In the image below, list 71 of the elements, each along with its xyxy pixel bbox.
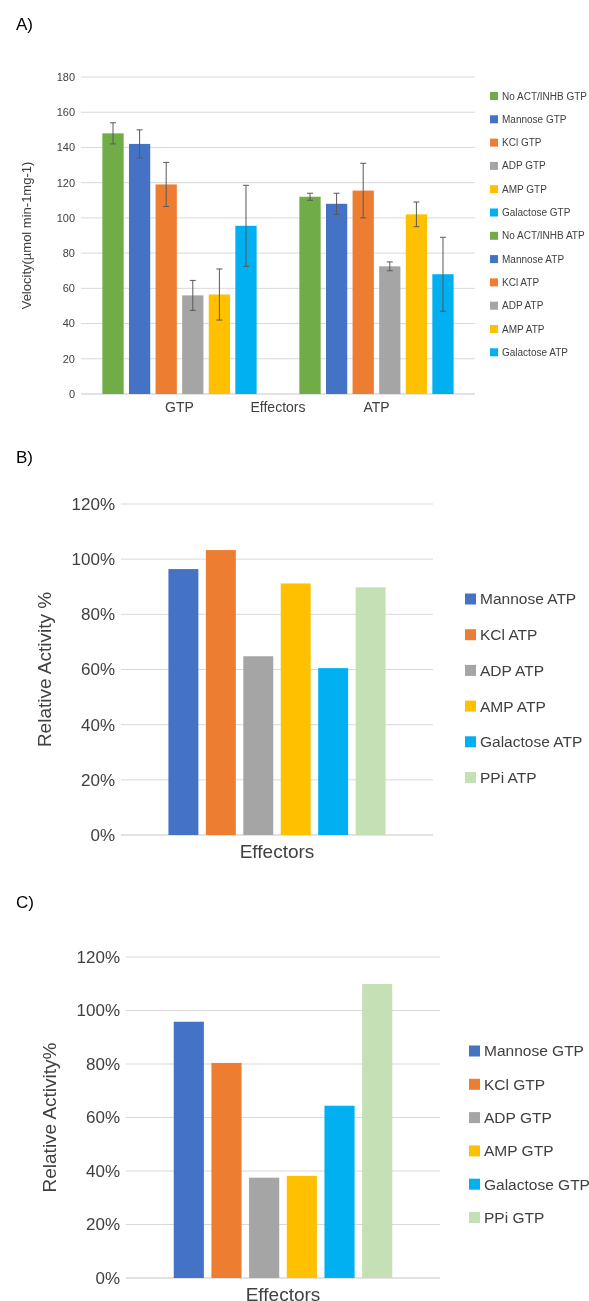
legend-label: AMP ATP [502, 323, 545, 335]
y-tick-label: 120% [76, 947, 120, 967]
chart-title: C) [16, 893, 34, 912]
legend-label: Galactose ATP [480, 733, 583, 751]
legend-label: ADP GTP [484, 1109, 552, 1127]
y-axis-title: Relative Activity % [34, 591, 55, 748]
y-tick-label: 0% [95, 1268, 120, 1288]
y-tick-label: 100% [76, 1001, 120, 1021]
x-axis-title: Effectors [245, 1284, 321, 1301]
legend-label: KCl ATP [480, 626, 538, 644]
legend-label: Galactose GTP [484, 1175, 589, 1193]
y-tick-label: 0% [90, 825, 115, 845]
y-tick-label: 40% [80, 715, 115, 735]
y-tick-label: 80 [62, 246, 75, 259]
legend-label: PPi GTP [484, 1208, 545, 1226]
y-axis-title: Relative Activity% [39, 1042, 60, 1193]
legend-label: PPi ATP [480, 768, 537, 786]
legend-label: AMP GTP [484, 1142, 554, 1160]
legend-label: ADP ATP [502, 300, 544, 312]
bar [205, 550, 236, 835]
bar [324, 1105, 355, 1278]
y-tick-label: 180 [56, 70, 75, 83]
y-tick-label: 120 [56, 176, 75, 189]
legend-label: Mannose GTP [484, 1042, 584, 1060]
bar [318, 668, 349, 835]
bar [168, 569, 199, 835]
legend-label: No ACT/INHB GTP [502, 90, 588, 102]
bar [243, 656, 274, 835]
x-axis-title: Effectors [250, 399, 306, 415]
legend-label: AMP GTP [502, 183, 548, 195]
legend-label: KCl GTP [484, 1075, 546, 1093]
y-tick-label: 60% [85, 1108, 120, 1128]
legend-label: Galactose GTP [502, 207, 571, 218]
bar [211, 1062, 242, 1278]
legend-label: AMP ATP [480, 697, 546, 715]
y-tick-label: 80% [80, 605, 115, 625]
y-tick-label: 160 [56, 106, 75, 119]
legend-label: Galactose ATP [502, 346, 569, 358]
y-tick-label: 100 [56, 211, 75, 224]
legend-label: KCl GTP [502, 137, 542, 149]
bar [286, 1175, 317, 1278]
y-tick-label: 20 [62, 352, 75, 365]
y-tick-label: 40% [85, 1161, 120, 1181]
x-axis-title: Effectors [239, 841, 315, 862]
bar [362, 984, 393, 1278]
y-tick-label: 120% [71, 494, 115, 514]
y-tick-label: 80% [85, 1054, 120, 1074]
legend-label: ADP ATP [480, 661, 545, 679]
bar [355, 587, 386, 835]
y-tick-label: 60% [80, 660, 115, 680]
x-tick-label: GTP [165, 399, 194, 415]
y-tick-label: 40 [62, 317, 75, 330]
y-tick-label: 20% [85, 1215, 120, 1235]
chart-title: B) [16, 448, 33, 467]
bar [173, 1021, 204, 1278]
legend-label: Mannose ATP [502, 253, 565, 265]
bar [249, 1177, 280, 1278]
y-axis-title: Velocity(µmol min-1mg-1) [19, 161, 34, 310]
y-tick-label: 60 [62, 282, 75, 295]
y-tick-label: 100% [71, 550, 115, 570]
y-tick-label: 20% [80, 770, 115, 790]
chart-title: A) [16, 15, 33, 34]
legend-label: KCl ATP [502, 276, 540, 288]
x-tick-label: ATP [363, 399, 390, 415]
y-tick-label: 0 [68, 387, 75, 400]
legend-label: Mannose ATP [480, 590, 577, 608]
legend-label: ADP GTP [502, 160, 547, 172]
y-tick-label: 140 [56, 141, 75, 154]
legend-label: Mannose GTP [502, 113, 567, 125]
bar [280, 583, 311, 835]
legend-label: No ACT/INHB ATP [502, 230, 585, 242]
